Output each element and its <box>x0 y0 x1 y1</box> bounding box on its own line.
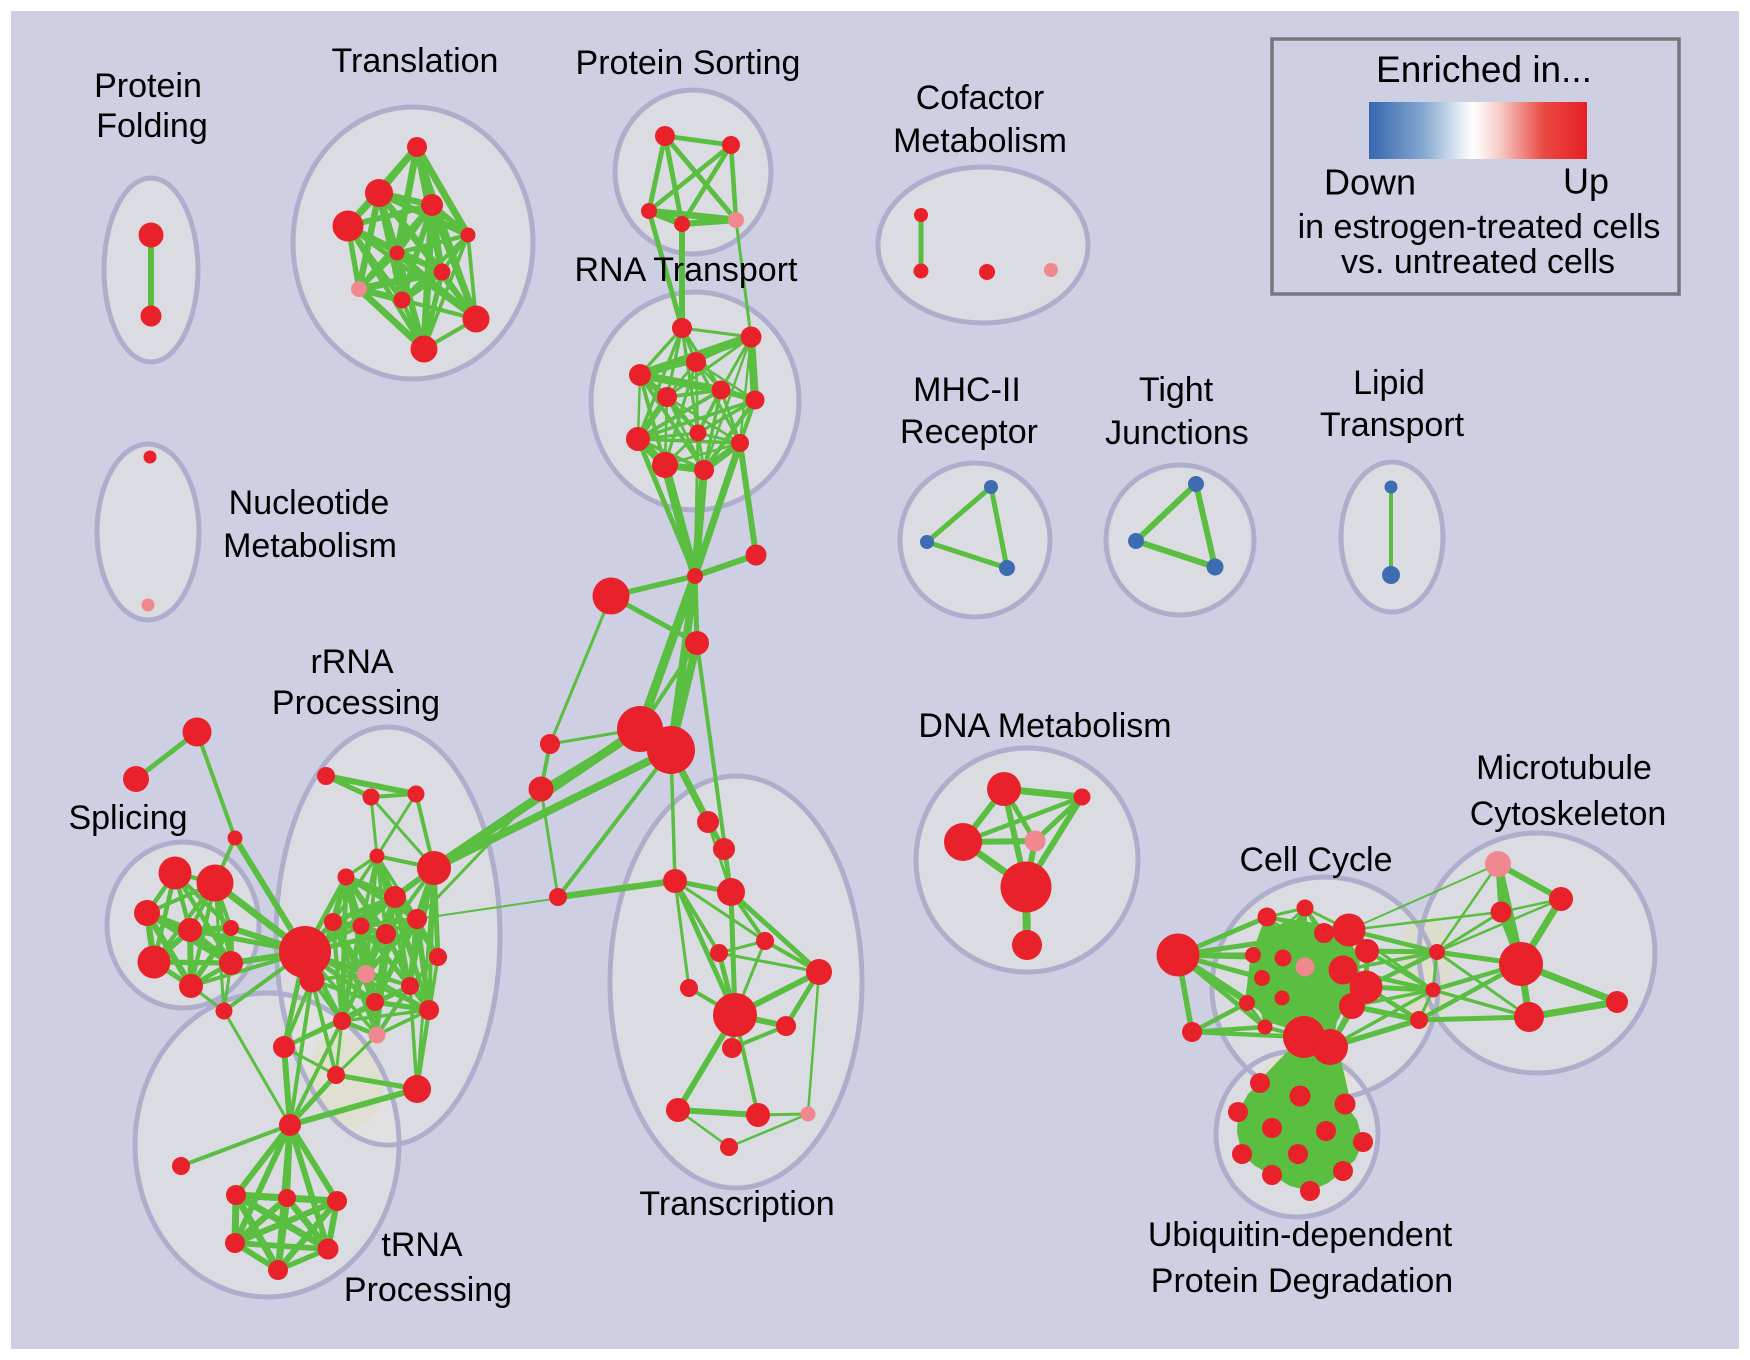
svg-text:Translation: Translation <box>332 42 499 80</box>
svg-text:Processing: Processing <box>344 1271 512 1309</box>
svg-text:RNA Transport: RNA Transport <box>575 251 799 289</box>
svg-text:Protein Sorting: Protein Sorting <box>576 44 801 82</box>
svg-text:Down: Down <box>1324 162 1416 203</box>
svg-text:Processing: Processing <box>272 684 440 722</box>
svg-text:Protein: Protein <box>94 67 202 105</box>
svg-text:Junctions: Junctions <box>1105 414 1249 452</box>
svg-text:Cell Cycle: Cell Cycle <box>1239 841 1392 879</box>
svg-text:Cofactor: Cofactor <box>916 79 1045 117</box>
svg-text:MHC-II: MHC-II <box>913 371 1021 409</box>
svg-text:in estrogen-treated cells: in estrogen-treated cells <box>1298 208 1661 246</box>
svg-text:Lipid: Lipid <box>1353 364 1425 402</box>
svg-text:Microtubule: Microtubule <box>1476 749 1652 787</box>
svg-text:vs. untreated cells: vs. untreated cells <box>1341 243 1615 281</box>
svg-text:DNA Metabolism: DNA Metabolism <box>918 707 1171 745</box>
svg-text:Folding: Folding <box>96 107 208 145</box>
svg-text:Tight: Tight <box>1139 371 1214 409</box>
svg-text:tRNA: tRNA <box>381 1226 463 1264</box>
svg-text:Protein Degradation: Protein Degradation <box>1151 1262 1453 1300</box>
svg-text:Splicing: Splicing <box>68 799 187 837</box>
svg-text:Metabolism: Metabolism <box>223 527 397 565</box>
svg-text:Receptor: Receptor <box>900 413 1038 451</box>
svg-text:Up: Up <box>1563 161 1609 202</box>
svg-text:Enriched in...: Enriched in... <box>1376 49 1592 90</box>
svg-text:Transport: Transport <box>1320 406 1465 444</box>
svg-text:rRNA: rRNA <box>310 643 393 681</box>
svg-text:Nucleotide: Nucleotide <box>229 484 390 522</box>
svg-text:Metabolism: Metabolism <box>893 122 1067 160</box>
svg-text:Ubiquitin-dependent: Ubiquitin-dependent <box>1148 1216 1453 1254</box>
svg-text:Transcription: Transcription <box>639 1185 834 1223</box>
svg-text:Cytoskeleton: Cytoskeleton <box>1470 795 1667 833</box>
